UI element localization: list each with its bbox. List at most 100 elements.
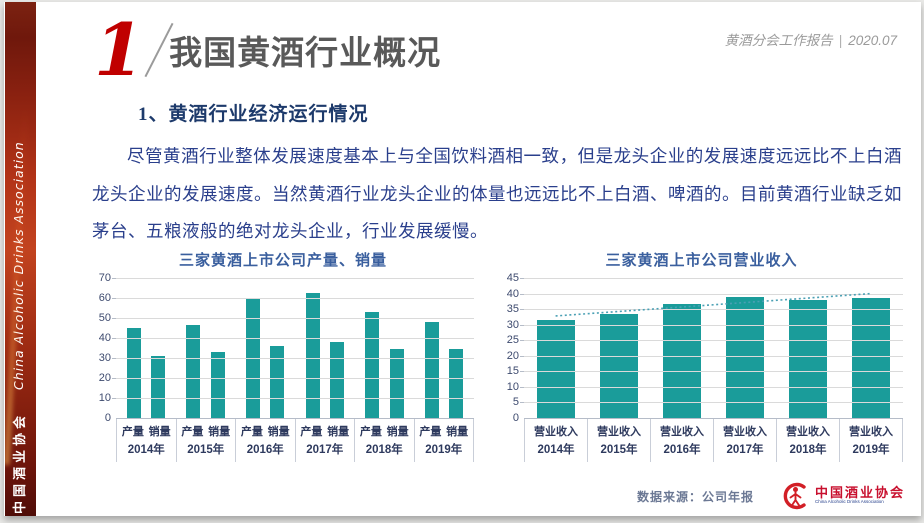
bar-group-2014年 <box>524 278 587 418</box>
y-tick-label: 0 <box>104 412 111 424</box>
gridline <box>112 318 474 319</box>
gridline <box>520 278 903 279</box>
series-label: 销量 <box>386 426 409 438</box>
gridline <box>112 278 474 279</box>
bar-销量-2018年 <box>389 349 404 418</box>
gridline <box>520 371 903 373</box>
logo-name-cn: 中国酒业协会 <box>814 485 905 501</box>
y-tick-label: 50 <box>98 312 111 324</box>
series-label-cell: 产量 销量 <box>177 419 236 440</box>
bar-产量-2014年 <box>126 328 141 418</box>
series-label-row: 营业收入 营业收入 营业收入 营业收入 营业收入 营业收入 <box>524 419 903 440</box>
tagline-separator: | <box>838 33 843 48</box>
bar-营业收入-2017年 <box>726 296 765 418</box>
series-label-cell: 营业收入 <box>840 419 903 440</box>
x-axis-labels: 营业收入 营业收入 营业收入 营业收入 营业收入 营业收入 2014年 2015年 2016年… <box>524 419 903 462</box>
series-label: 产量 <box>181 426 204 438</box>
y-axis: 0 5 10 15 20 25 30 35 40 45 <box>500 272 524 424</box>
data-source-note: 数据来源：公司年报 <box>636 489 754 504</box>
report-date: 2020.07 <box>848 33 897 48</box>
y-tick-label: 25 <box>506 334 519 347</box>
bar-产量-2015年 <box>186 325 201 418</box>
bar-产量-2017年 <box>305 293 320 418</box>
series-label: 产量 <box>121 426 144 438</box>
bar-group-2019年 <box>414 278 474 418</box>
chart-body: 0 5 10 15 20 25 30 35 40 45 营业收入 营业收入 营业收入 营业收入 营业收入营… <box>500 272 903 462</box>
y-tick-label: 45 <box>506 272 519 284</box>
chart-production-sales: 三家黄酒上市公司产量、销量 0 10 20 30 40 50 60 70 产量 销量 产量 销量 产量… <box>92 249 474 462</box>
bar-产量-2019年 <box>424 322 439 418</box>
y-tick-label: 40 <box>506 287 519 300</box>
series-label: 营业收入 <box>660 426 704 438</box>
plot-area <box>520 278 903 419</box>
section-number: 1 <box>94 7 145 92</box>
series-label: 营业收入 <box>786 426 830 438</box>
bar-group-2018年 <box>355 278 415 418</box>
gridline <box>520 340 903 342</box>
category-label: 2016年 <box>236 440 296 462</box>
series-label: 销量 <box>267 426 290 438</box>
bar-group-2016年 <box>235 278 295 418</box>
category-label: 2018年 <box>355 440 415 462</box>
plot-area <box>112 278 474 419</box>
bars <box>116 278 474 418</box>
plot-column: 营业收入 营业收入 营业收入 营业收入 营业收入 营业收入 2014年 2015年 2016年… <box>520 278 903 462</box>
chart-title: 三家黄酒上市公司营业收入 <box>605 252 798 269</box>
bar-销量-2014年 <box>151 356 166 418</box>
footer: 数据来源：公司年报 中国酒业协会 China Alcoholic Drinks … <box>637 482 905 510</box>
series-label: 销量 <box>148 426 171 438</box>
sidebar-red-band: 中国酒业协会 China Alcoholic Drinks Associatio… <box>5 2 36 516</box>
gridline <box>520 386 903 388</box>
org-name-en: China Alcoholic Drinks Association <box>11 141 26 390</box>
category-label: 2015年 <box>177 440 236 462</box>
series-label-cell: 营业收入 <box>777 419 840 440</box>
series-label-cell: 营业收入 <box>524 419 588 440</box>
y-tick-label: 60 <box>98 292 111 304</box>
y-tick-label: 30 <box>98 352 111 364</box>
gridline <box>520 293 903 295</box>
gridline <box>112 358 474 359</box>
series-label-cell: 营业收入 <box>651 419 714 440</box>
category-label: 2018年 <box>777 440 840 462</box>
bar-group-2014年 <box>116 278 176 418</box>
gridline <box>112 378 474 379</box>
series-label: 产量 <box>300 426 323 438</box>
series-label: 销量 <box>208 426 231 438</box>
y-tick-label: 10 <box>98 392 111 404</box>
series-label-row: 产量 销量 产量 销量 产量 销量 产量 销量 产量 销量 产量 销量 <box>116 419 474 440</box>
y-tick-label: 35 <box>506 303 519 316</box>
bar-group-2015年 <box>587 278 650 418</box>
series-label: 营业收入 <box>534 426 578 438</box>
chart-revenue: 三家黄酒上市公司营业收入 0 5 10 15 20 25 30 35 40 45 营业收入 营业收入… <box>500 249 903 462</box>
series-label: 销量 <box>446 426 469 438</box>
body-paragraph: 尽管黄酒行业整体发展速度基本上与全国饮料酒相一致，但是龙头企业的发展速度远远比不… <box>92 146 902 242</box>
page-title: 我国黄酒行业概况 <box>169 34 442 72</box>
gridline <box>112 398 474 399</box>
bar-销量-2019年 <box>449 349 464 418</box>
x-axis-labels: 产量 销量 产量 销量 产量 销量 产量 销量 产量 销量 产量 销量 2014年 2015年 2016年… <box>116 419 474 462</box>
association-logo: 中国酒业协会 China Alcoholic Drinks Associatio… <box>780 482 905 510</box>
series-label: 销量 <box>327 426 350 438</box>
report-tagline: 黄酒分会工作报告 | 2020.07 <box>725 29 897 49</box>
series-label: 产量 <box>419 426 442 438</box>
report-label: 黄酒分会工作报告 <box>724 33 833 48</box>
header: 1 我国黄酒行业概况 <box>94 7 442 92</box>
category-label: 2019年 <box>415 440 474 462</box>
gridline <box>520 355 903 357</box>
category-label: 2019年 <box>840 440 903 462</box>
y-tick-label: 20 <box>506 349 519 362</box>
org-name-cn: 中国酒业协会 <box>12 411 27 514</box>
series-label-cell: 产量 销量 <box>355 419 415 440</box>
series-label-cell: 营业收入 <box>714 419 777 440</box>
series-label: 营业收入 <box>849 426 893 438</box>
y-axis: 0 10 20 30 40 50 60 70 <box>92 272 116 424</box>
y-tick-label: 40 <box>98 332 111 344</box>
bar-group-2017年 <box>295 278 355 418</box>
gridline <box>520 324 903 326</box>
bar-销量-2016年 <box>270 346 285 418</box>
series-label-cell: 营业收入 <box>588 419 651 440</box>
y-tick-label: 70 <box>98 272 111 284</box>
logo-text: 中国酒业协会 China Alcoholic Drinks Associatio… <box>814 485 905 506</box>
series-label: 产量 <box>240 426 263 438</box>
